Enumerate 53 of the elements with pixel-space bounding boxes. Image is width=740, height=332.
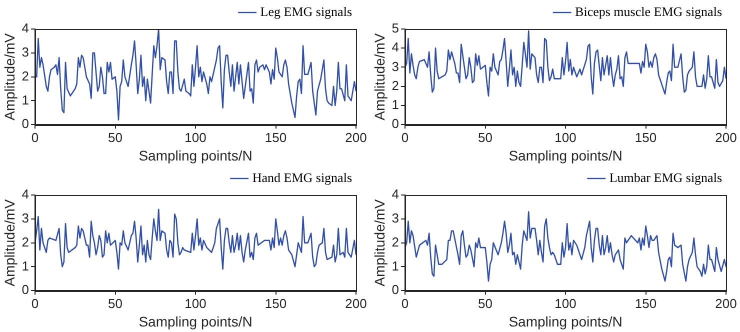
y-tick-label: 5 xyxy=(392,20,400,36)
y-tick-label: 4 xyxy=(22,186,30,202)
x-tick-label: 200 xyxy=(715,130,737,145)
y-tick-label: 3 xyxy=(22,44,30,60)
x-tick-label: 0 xyxy=(401,130,409,145)
y-axis-title: Amplitude/mV xyxy=(1,32,18,120)
x-tick-label: 150 xyxy=(264,296,287,311)
x-tick-label: 200 xyxy=(715,296,737,311)
y-tick-label: 2 xyxy=(22,234,30,250)
y-tick-label: 1 xyxy=(392,258,400,274)
x-tick-label: 50 xyxy=(108,130,123,145)
y-tick-label: 1 xyxy=(22,92,30,108)
y-tick-label: 4 xyxy=(22,20,30,36)
legend-label: Biceps muscle EMG signals xyxy=(575,4,722,19)
y-tick-label: 1 xyxy=(392,97,400,112)
y-tick-label: 3 xyxy=(392,58,400,74)
y-tick-label: 1 xyxy=(22,258,30,274)
y-tick-label: 3 xyxy=(22,210,30,226)
x-axis-title: Sampling points/N xyxy=(138,313,252,330)
x-tick-label: 150 xyxy=(634,296,657,311)
y-tick-label: 0 xyxy=(392,116,400,132)
y-tick-label: 2 xyxy=(392,78,400,93)
x-axis-title: Sampling points/N xyxy=(508,147,622,164)
x-tick-label: 150 xyxy=(634,130,657,145)
y-axis-title: Amplitude/mV xyxy=(1,198,18,286)
x-tick-label: 100 xyxy=(554,296,576,311)
legend-label: Hand EMG signals xyxy=(252,170,352,185)
y-tick-label: 2 xyxy=(22,68,30,84)
x-tick-label: 0 xyxy=(31,296,39,311)
x-tick-label: 100 xyxy=(184,130,206,145)
y-tick-label: 0 xyxy=(392,282,400,298)
x-tick-label: 100 xyxy=(184,296,206,311)
y-tick-label: 4 xyxy=(392,186,400,202)
x-tick-label: 50 xyxy=(478,296,493,311)
y-tick-label: 2 xyxy=(392,234,400,250)
x-tick-label: 50 xyxy=(108,296,123,311)
x-tick-label: 200 xyxy=(345,296,367,311)
y-axis-title: Amplitude/mV xyxy=(371,198,388,286)
x-axis-title: Sampling points/N xyxy=(138,147,252,164)
y-tick-label: 0 xyxy=(22,116,30,132)
x-tick-label: 50 xyxy=(478,130,493,145)
y-tick-label: 0 xyxy=(22,282,30,298)
legend-label: Lumbar EMG signals xyxy=(609,170,722,185)
x-axis-title: Sampling points/N xyxy=(508,313,622,330)
y-tick-label: 4 xyxy=(392,40,400,55)
legend-label: Leg EMG signals xyxy=(260,4,352,19)
x-tick-label: 100 xyxy=(554,130,576,145)
y-axis-title: Amplitude/mV xyxy=(371,32,388,120)
x-tick-label: 0 xyxy=(401,296,409,311)
x-tick-label: 0 xyxy=(31,130,39,145)
y-tick-label: 3 xyxy=(392,210,400,226)
x-tick-label: 200 xyxy=(345,130,367,145)
x-tick-label: 150 xyxy=(264,130,287,145)
